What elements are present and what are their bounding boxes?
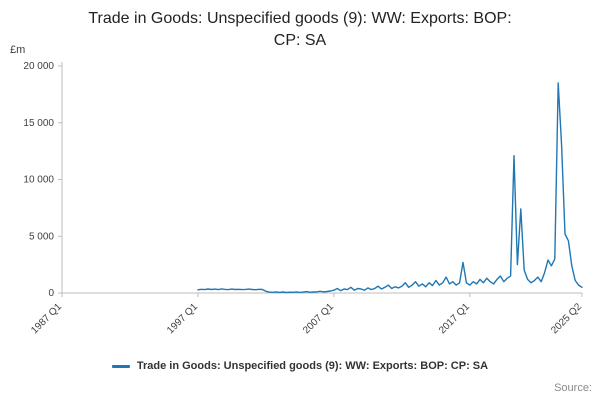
page-title: Trade in Goods: Unspecified goods (9): W…	[10, 8, 590, 51]
svg-text:2025 Q2: 2025 Q2	[549, 301, 584, 336]
page-title-line2: CP: SA	[273, 31, 327, 49]
svg-text:5 000: 5 000	[29, 231, 54, 242]
svg-text:2017 Q1: 2017 Q1	[437, 301, 472, 336]
line-chart: 0 5 000 10 000 15 000 20 000 1987 Q1 1997 Q1 20…	[23, 61, 584, 336]
svg-text:10 000: 10 000	[23, 175, 54, 186]
svg-text:1987 Q1: 1987 Q1	[29, 301, 64, 336]
svg-text:0: 0	[48, 288, 54, 299]
source-label: Source:	[554, 382, 592, 394]
svg-text:1997 Q1: 1997 Q1	[165, 301, 200, 336]
legend: Trade in Goods: Unspecified goods (9): W…	[0, 360, 600, 372]
legend-line-icon	[111, 364, 130, 368]
y-axis-unit-label: £m	[10, 44, 26, 56]
legend-label: Trade in Goods: Unspecified goods (9): W…	[136, 360, 489, 372]
svg-text:2007 Q1: 2007 Q1	[301, 301, 336, 336]
page-title-line1: Trade in Goods: Unspecified goods (9): W…	[88, 10, 512, 27]
svg-text:15 000: 15 000	[23, 118, 54, 129]
svg-text:20 000: 20 000	[23, 61, 54, 72]
